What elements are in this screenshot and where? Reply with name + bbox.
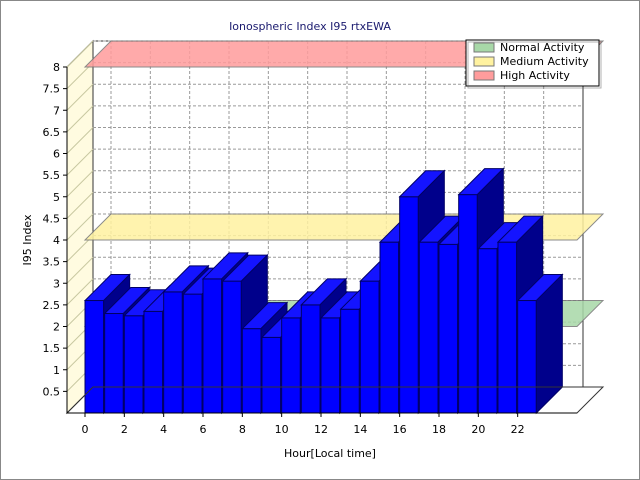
x-tick-label: 12 [314,423,328,436]
bar-front [182,293,203,414]
bar [516,273,564,415]
grid-line-side [66,278,94,306]
y-tick-label: 2 [53,321,60,334]
bar-front [202,278,223,414]
chart-title: Ionospheric Index I95 rtxEWA [229,20,391,33]
bar-front [84,300,105,414]
y-tick-label: 1 [53,364,60,377]
y-tick-label: 3 [53,277,60,290]
legend-label-medium: Medium Activity [500,55,589,68]
grid-line-side [66,40,94,68]
legend-shadow [467,41,602,89]
legend-label-high: High Activity [500,69,570,82]
x-tick-label: 14 [353,423,367,436]
y-tick-label: 2.5 [43,299,61,312]
x-tick-label: 20 [471,423,485,436]
bar-front [438,243,459,414]
x-axis-label: Hour[Local time] [284,447,376,460]
y-tick-label: 3.5 [43,256,61,269]
x-tick-label: 4 [160,423,167,436]
legend-swatch-medium [473,56,495,67]
y-tick-label: 1.5 [43,342,61,355]
x-tick-label: 18 [432,423,446,436]
axes [63,66,605,417]
x-tick-label: 6 [200,423,207,436]
x-tick-label: 16 [393,423,407,436]
y-tick-label: 7 [53,104,60,117]
legend-swatch-normal [473,42,495,53]
bar-front [340,308,360,414]
grid-line-side [66,105,94,133]
bar-front [517,300,537,414]
bar-front [143,310,164,414]
x-tick-label: 8 [239,423,246,436]
x-tick-label: 22 [511,423,525,436]
grid-line-side [66,213,94,241]
bar-front [163,291,183,414]
bar-front [123,315,144,414]
y-tick-label: 5 [53,191,60,204]
grid-line-side [66,127,94,154]
y-axis-label: I95 Index [21,214,34,266]
grid-line-side [66,192,94,219]
bar-front [261,336,282,414]
grid-line-side [66,148,94,176]
bar-front [458,194,478,414]
bar-front [477,248,498,414]
bar-front [320,317,341,414]
legend-label-normal: Normal Activity [500,41,585,54]
bar-front [281,317,301,414]
bar-front [359,280,380,414]
bar-front [241,328,262,414]
y-tick-label: 7.5 [43,83,61,96]
grid-line-side [66,256,94,284]
bar-front [399,196,419,414]
y-tick-labels: 0.5 1 1.5 2 2.5 3 3.5 4 4.5 5 5.5 6 6.5 7 7.5 8 [43,61,61,398]
x-tick-label: 0 [82,423,89,436]
bar-front [300,304,321,414]
y-tick-label: 4 [53,234,60,247]
legend-swatch-high [473,70,495,81]
grid-line-side [66,170,94,198]
y-tick-label: 4.5 [43,212,61,225]
grid-line-side [66,83,94,111]
y-tick-label: 8 [53,61,60,74]
y-tick-label: 5.5 [43,169,61,182]
x-tick-label: 10 [275,423,289,436]
x-tick-label: 2 [121,423,128,436]
y-tick-label: 6.5 [43,126,61,139]
bar-front [104,313,124,414]
bar-front [222,280,242,414]
y-tick-label: 6 [53,148,60,161]
y-tick-label: 0.5 [43,385,61,398]
legend: Normal Activity Medium Activity High Act… [465,39,602,89]
x-tick-labels: 0 2 4 6 8 10 12 14 16 18 20 22 [82,423,525,436]
